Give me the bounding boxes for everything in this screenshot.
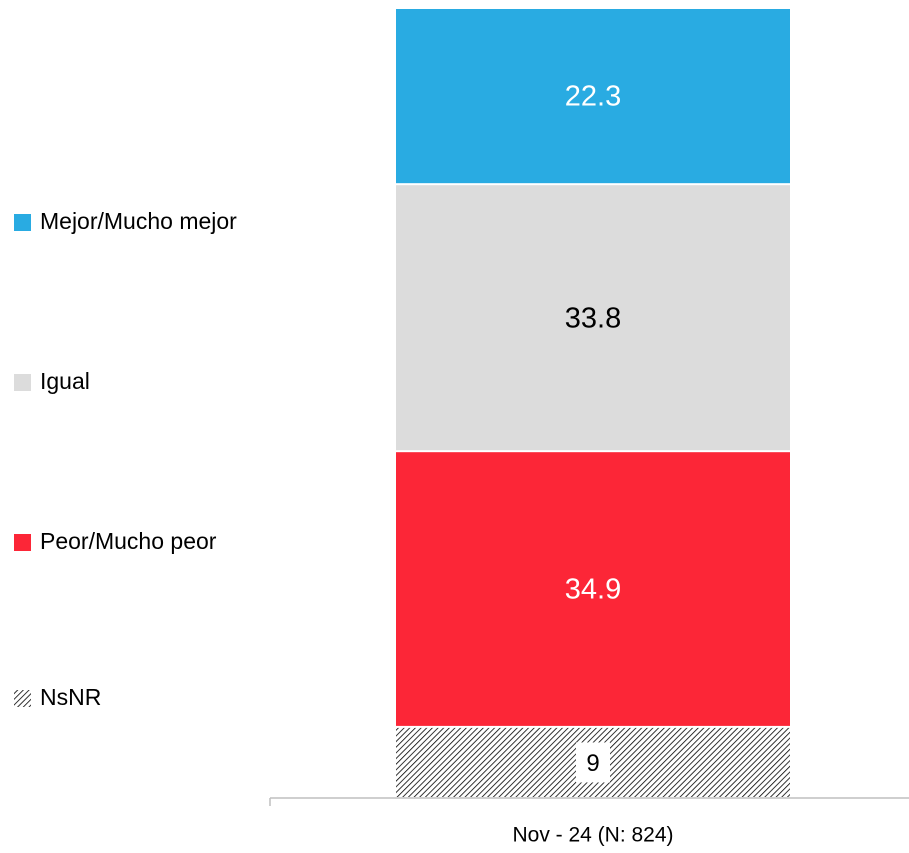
x-tick-label: Nov - 24 (N: 824) bbox=[512, 824, 673, 847]
legend-label: Peor/Mucho peor bbox=[40, 528, 217, 554]
legend-swatch bbox=[14, 374, 31, 391]
value-label: 33.8 bbox=[565, 302, 621, 334]
value-label: 34.9 bbox=[565, 574, 621, 606]
legend-label: Igual bbox=[40, 368, 90, 394]
legend-swatch bbox=[14, 214, 31, 231]
value-label: 22.3 bbox=[565, 81, 621, 113]
legend-swatch bbox=[14, 534, 31, 551]
value-label: 9 bbox=[586, 750, 599, 777]
bar-segment bbox=[396, 185, 790, 451]
bar-segment bbox=[396, 9, 790, 184]
value-label-box bbox=[576, 742, 610, 783]
legend-swatch bbox=[14, 690, 31, 707]
legend-label: NsNR bbox=[40, 684, 101, 710]
legend-label: Mejor/Mucho mejor bbox=[40, 208, 237, 234]
bar-segment bbox=[396, 452, 790, 726]
